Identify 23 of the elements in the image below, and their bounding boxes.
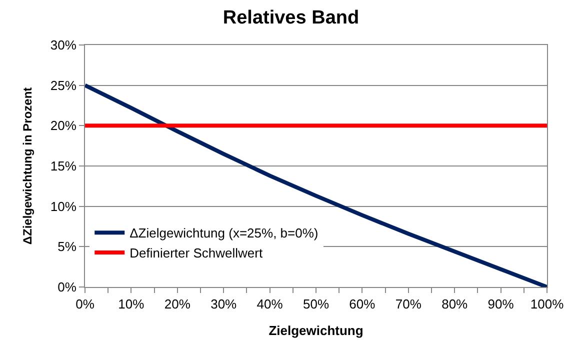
y-tick-label: 25% [50,78,77,93]
x-tick-label: 10% [118,296,145,312]
chart-title: Relatives Band [222,8,360,29]
x-tick-label: 80% [442,296,468,312]
x-tick-label: 50% [302,296,330,312]
y-tick-label: 10% [50,198,77,214]
x-tick-label: 0% [76,296,95,312]
x-tick-label: 40% [256,296,284,312]
y-tick-label: 15% [50,158,77,174]
y-axis-title: ΔZielgewichtung in Prozent [20,87,35,245]
x-tick-label: 100% [530,296,564,312]
y-tick-label: 20% [50,118,77,134]
y-tick-label: 0% [58,280,77,295]
x-tick-label: 60% [349,296,376,312]
legend-label: Definierter Schwellwert [130,246,263,261]
x-tick-label: 20% [164,296,191,312]
x-tick-label: 30% [210,296,238,312]
x-axis-title: Zielgewichtung [268,323,364,338]
y-tick-label: 5% [58,239,77,254]
legend-label: ΔZielgewichtung (x=25%, b=0%) [130,226,318,241]
x-tick-label: 90% [488,296,514,312]
y-tick-label: 30% [50,38,77,53]
x-tick-label: 70% [395,296,422,312]
